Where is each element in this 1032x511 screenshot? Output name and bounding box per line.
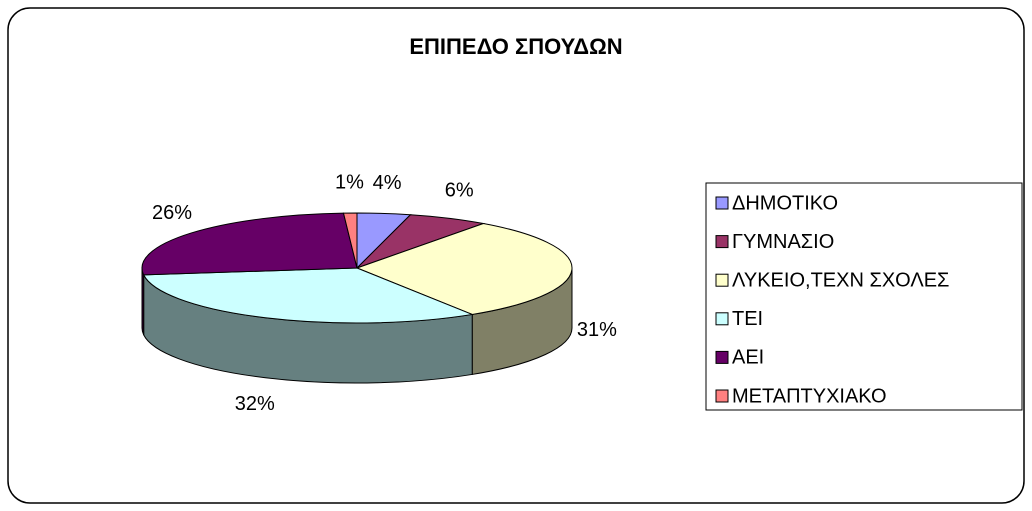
legend-swatch — [715, 196, 729, 210]
legend-label: ΓΥΜΝΑΣΙΟ — [732, 231, 834, 253]
legend-swatch — [715, 273, 729, 287]
legend-label: ΜΕΤΑΠΤΥΧΙΑΚΟ — [732, 385, 887, 407]
data-label: 4% — [373, 172, 402, 194]
legend-label: ΛΥΚΕΙΟ,ΤΕΧΝ ΣΧΟΛΕΣ — [732, 269, 949, 291]
pie-slice — [142, 267, 475, 324]
pie-side — [141, 267, 145, 336]
legend-label: ΔΗΜΟΤΙΚΟ — [732, 192, 838, 214]
data-label: 32% — [235, 393, 275, 415]
data-label: 1% — [335, 171, 364, 193]
legend-box — [705, 182, 1023, 411]
pie-slice — [141, 212, 358, 276]
data-label: 6% — [445, 179, 474, 201]
data-label: 31% — [577, 319, 617, 341]
legend-swatch — [715, 235, 729, 249]
legend-label: ΤΕΙ — [732, 308, 763, 330]
legend-swatch — [715, 312, 729, 326]
pie-slice — [355, 222, 573, 315]
chart-title: ΕΠΙΠΕΔΟ ΣΠΟΥΔΩΝ — [409, 34, 622, 59]
legend-swatch — [715, 389, 729, 403]
legend-label: ΑΕΙ — [732, 347, 764, 369]
pie-slice — [342, 212, 358, 269]
data-label: 26% — [152, 202, 192, 224]
legend-swatch — [715, 350, 729, 364]
